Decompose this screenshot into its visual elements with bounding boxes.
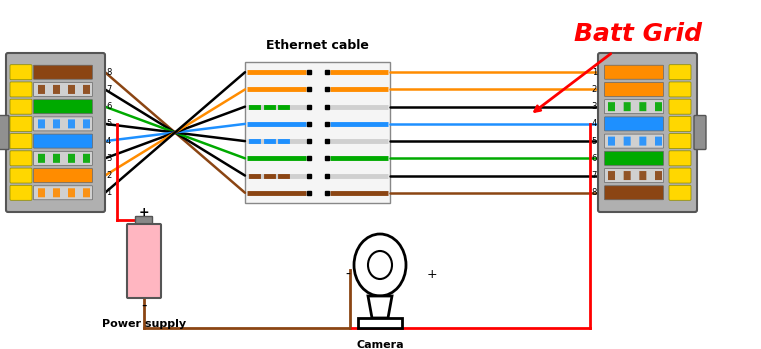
FancyBboxPatch shape — [10, 185, 32, 200]
FancyBboxPatch shape — [68, 119, 75, 128]
FancyBboxPatch shape — [604, 65, 664, 79]
FancyBboxPatch shape — [68, 85, 75, 94]
FancyBboxPatch shape — [38, 119, 45, 128]
Text: Power supply: Power supply — [102, 319, 186, 329]
FancyBboxPatch shape — [83, 85, 90, 94]
FancyBboxPatch shape — [604, 134, 664, 148]
FancyBboxPatch shape — [604, 117, 664, 131]
FancyBboxPatch shape — [10, 82, 32, 97]
Text: +: + — [427, 268, 438, 282]
FancyBboxPatch shape — [669, 168, 691, 183]
FancyBboxPatch shape — [694, 116, 706, 149]
Polygon shape — [368, 296, 392, 318]
Text: Batt Grid: Batt Grid — [574, 22, 702, 46]
FancyBboxPatch shape — [83, 119, 90, 128]
FancyBboxPatch shape — [68, 188, 75, 197]
FancyBboxPatch shape — [38, 85, 45, 94]
FancyBboxPatch shape — [604, 82, 664, 96]
FancyBboxPatch shape — [669, 99, 691, 114]
FancyBboxPatch shape — [669, 82, 691, 97]
FancyBboxPatch shape — [608, 171, 615, 180]
FancyBboxPatch shape — [624, 136, 631, 146]
Text: 7: 7 — [591, 171, 597, 180]
FancyBboxPatch shape — [6, 53, 105, 212]
FancyBboxPatch shape — [83, 154, 90, 163]
FancyBboxPatch shape — [33, 134, 93, 148]
Text: 1: 1 — [106, 188, 111, 197]
FancyBboxPatch shape — [83, 188, 90, 197]
FancyBboxPatch shape — [624, 102, 631, 111]
Text: 6: 6 — [591, 154, 597, 163]
FancyBboxPatch shape — [10, 65, 32, 80]
FancyBboxPatch shape — [604, 100, 664, 114]
Text: 1: 1 — [592, 68, 597, 77]
FancyBboxPatch shape — [639, 136, 646, 146]
FancyBboxPatch shape — [33, 169, 93, 183]
Text: -: - — [142, 297, 147, 312]
FancyBboxPatch shape — [669, 151, 691, 166]
Text: 4: 4 — [592, 119, 597, 128]
FancyBboxPatch shape — [655, 102, 662, 111]
Text: 5: 5 — [106, 119, 111, 128]
Text: 4: 4 — [106, 136, 111, 146]
FancyBboxPatch shape — [608, 136, 615, 146]
FancyBboxPatch shape — [639, 171, 646, 180]
FancyBboxPatch shape — [38, 154, 45, 163]
Text: 5: 5 — [592, 136, 597, 146]
FancyBboxPatch shape — [639, 102, 646, 111]
FancyBboxPatch shape — [38, 188, 45, 197]
FancyBboxPatch shape — [669, 134, 691, 149]
FancyBboxPatch shape — [608, 102, 615, 111]
FancyBboxPatch shape — [598, 53, 697, 212]
FancyBboxPatch shape — [33, 65, 93, 79]
FancyBboxPatch shape — [604, 169, 664, 183]
FancyBboxPatch shape — [33, 82, 93, 96]
FancyBboxPatch shape — [0, 116, 9, 149]
FancyBboxPatch shape — [10, 116, 32, 131]
FancyBboxPatch shape — [669, 185, 691, 200]
FancyBboxPatch shape — [53, 119, 60, 128]
FancyBboxPatch shape — [10, 99, 32, 114]
FancyBboxPatch shape — [33, 100, 93, 114]
FancyBboxPatch shape — [53, 154, 60, 163]
FancyBboxPatch shape — [669, 116, 691, 131]
FancyBboxPatch shape — [33, 151, 93, 165]
FancyBboxPatch shape — [655, 171, 662, 180]
Text: 3: 3 — [591, 102, 597, 111]
FancyBboxPatch shape — [33, 117, 93, 131]
FancyBboxPatch shape — [624, 171, 631, 180]
FancyBboxPatch shape — [127, 224, 161, 298]
Text: Ethernet cable: Ethernet cable — [266, 39, 369, 52]
FancyBboxPatch shape — [10, 151, 32, 166]
Text: 3: 3 — [106, 154, 111, 163]
FancyBboxPatch shape — [33, 186, 93, 200]
FancyBboxPatch shape — [669, 65, 691, 80]
Text: 7: 7 — [106, 85, 111, 94]
FancyBboxPatch shape — [10, 168, 32, 183]
Text: 8: 8 — [106, 68, 111, 77]
Text: 8: 8 — [591, 188, 597, 197]
Text: +: + — [139, 207, 149, 220]
Text: -: - — [345, 268, 350, 282]
FancyBboxPatch shape — [53, 188, 60, 197]
Bar — [245, 62, 390, 203]
Text: 6: 6 — [106, 102, 111, 111]
Text: 2: 2 — [106, 171, 111, 180]
FancyBboxPatch shape — [53, 85, 60, 94]
FancyBboxPatch shape — [68, 154, 75, 163]
FancyBboxPatch shape — [655, 136, 662, 146]
Text: Camera: Camera — [356, 340, 404, 349]
FancyBboxPatch shape — [10, 134, 32, 149]
FancyBboxPatch shape — [604, 151, 664, 165]
FancyBboxPatch shape — [604, 186, 664, 200]
Bar — [358, 318, 402, 328]
FancyBboxPatch shape — [135, 216, 152, 225]
Text: 2: 2 — [592, 85, 597, 94]
